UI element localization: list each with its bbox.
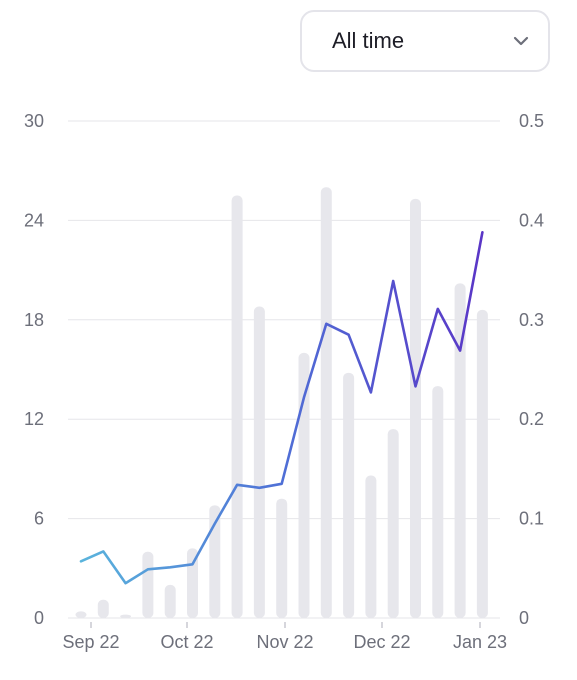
bar (298, 352, 310, 618)
bar (97, 599, 109, 618)
x-axis-ticks: Sep 22 Oct 22 Nov 22 Dec 22 Jan 23 (62, 622, 507, 652)
left-axis-tick-label: 30 (24, 111, 44, 131)
x-axis-tick-label: Jan 23 (453, 632, 507, 652)
left-axis-tick-label: 6 (34, 509, 44, 529)
bar (476, 309, 488, 618)
left-axis-tick-label: 12 (24, 409, 44, 429)
x-axis-tick-label: Dec 22 (353, 632, 410, 652)
right-axis-ticks: 0 0.1 0.2 0.3 0.4 0.5 (519, 111, 544, 628)
bar (209, 505, 221, 618)
left-axis-tick-label: 18 (24, 310, 44, 330)
right-axis-tick-label: 0.3 (519, 310, 544, 330)
bar (387, 429, 399, 618)
bar (343, 372, 355, 618)
bar (142, 551, 154, 618)
bar (75, 611, 87, 618)
bar (276, 498, 288, 618)
right-axis-tick-label: 0.5 (519, 111, 544, 131)
right-axis-tick-label: 0 (519, 608, 529, 628)
bar (454, 283, 466, 618)
line-path (79, 231, 484, 585)
bar (253, 306, 265, 618)
line-series (79, 231, 484, 585)
bar (410, 198, 421, 618)
left-axis-tick-label: 0 (34, 608, 44, 628)
right-axis-tick-label: 0.2 (519, 409, 544, 429)
left-axis-tick-label: 24 (24, 210, 44, 230)
bar (164, 584, 176, 618)
right-axis-tick-label: 0.4 (519, 210, 544, 230)
chevron-down-icon (512, 32, 530, 50)
left-axis-ticks: 0 6 12 18 24 30 (24, 111, 44, 628)
x-axis-tick-label: Nov 22 (256, 632, 313, 652)
bar (320, 187, 332, 618)
bar (120, 614, 132, 618)
bar-series (75, 187, 488, 619)
x-axis-tick-label: Oct 22 (160, 632, 213, 652)
bar (231, 195, 243, 619)
bar (432, 386, 444, 618)
bar (365, 475, 377, 618)
right-axis-tick-label: 0.1 (519, 509, 544, 529)
time-range-dropdown[interactable]: All time (300, 10, 550, 72)
time-range-selected: All time (332, 28, 405, 53)
x-axis-tick-label: Sep 22 (62, 632, 119, 652)
